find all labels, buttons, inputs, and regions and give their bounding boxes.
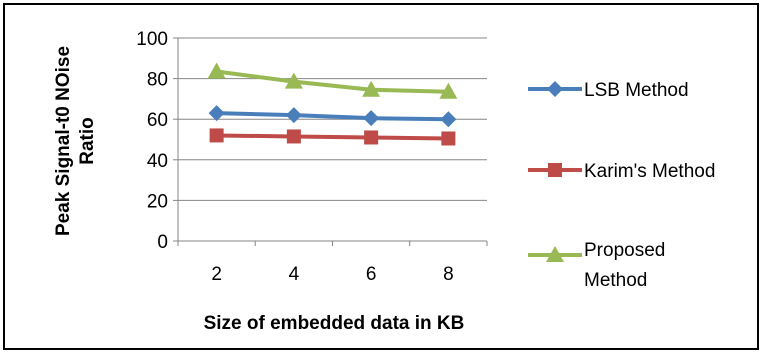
series-1 [209, 128, 456, 146]
series-line [216, 69, 449, 94]
x-tick-label: 6 [366, 264, 377, 285]
data-point [362, 80, 381, 97]
legend-item: Karim's Method [528, 161, 715, 182]
y-tick-label: 40 [147, 151, 168, 172]
y-axis-title-line-1: Peak Signal-t0 NOise [53, 46, 74, 236]
y-tick-label: 80 [147, 70, 168, 91]
y-tick-label: 60 [147, 110, 168, 131]
data-point [284, 72, 303, 89]
legend-label: Method [584, 270, 647, 291]
legend-label: LSB Method [584, 80, 689, 101]
legend-item: Proposed Method [528, 240, 665, 291]
x-tick-labels: 2 4 6 8 [211, 264, 453, 285]
y-axis-title-line-2: Ratio [77, 117, 98, 165]
chart-frame [3, 3, 759, 350]
y-tick-labels: 0 20 40 60 80 100 [136, 29, 168, 253]
data-point [441, 131, 456, 146]
legend-label: Karim's Method [584, 161, 715, 182]
x-axis-title: Size of embedded data in KB [204, 313, 465, 334]
legend-label: Proposed [584, 240, 665, 261]
data-point [439, 82, 458, 99]
x-tick-label: 4 [289, 264, 300, 285]
data-point [209, 128, 224, 143]
data-point [286, 129, 301, 144]
series-2 [207, 62, 458, 99]
y-tick-label: 0 [157, 232, 168, 253]
series-line [216, 111, 449, 122]
legend-marker [546, 246, 564, 262]
data-point [285, 107, 302, 124]
x-tick-label: 2 [211, 264, 222, 285]
series-0 [208, 105, 457, 128]
axes [177, 38, 488, 246]
legend-marker [547, 81, 563, 97]
data-point [440, 111, 457, 128]
x-tick-label: 8 [443, 264, 454, 285]
legend-item: LSB Method [528, 80, 689, 101]
data-point [207, 62, 226, 79]
data-point [208, 105, 225, 122]
data-point [364, 130, 379, 145]
series-line [216, 133, 449, 141]
series-group [207, 62, 458, 146]
legend-marker [548, 163, 562, 177]
y-tick-label: 20 [147, 191, 168, 212]
y-tick-label: 100 [136, 29, 168, 50]
gridlines [173, 37, 487, 242]
legend: LSB Method Karim's Method Proposed Method [528, 80, 715, 291]
data-point [363, 110, 380, 127]
